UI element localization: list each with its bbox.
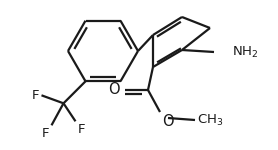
Text: F: F — [32, 89, 39, 102]
Text: O: O — [162, 114, 174, 129]
Text: NH$_2$: NH$_2$ — [232, 44, 259, 60]
Text: F: F — [42, 127, 49, 140]
Text: O: O — [108, 82, 120, 98]
Text: F: F — [78, 123, 85, 136]
Text: CH$_3$: CH$_3$ — [197, 112, 224, 128]
